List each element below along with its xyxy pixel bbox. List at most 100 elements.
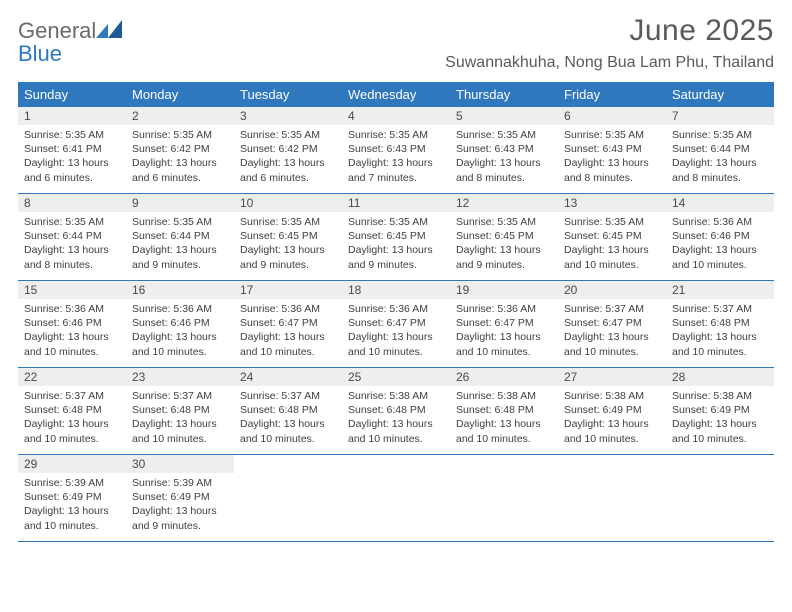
day-number-bar: 3 xyxy=(234,107,342,125)
sunrise-line: Sunrise: 5:38 AM xyxy=(348,389,444,403)
daylight-line: Daylight: 13 hours and 10 minutes. xyxy=(24,417,120,445)
day-number: 30 xyxy=(132,457,228,471)
weekday-header-row: Sunday Monday Tuesday Wednesday Thursday… xyxy=(18,82,774,107)
sunset-line: Sunset: 6:47 PM xyxy=(456,316,552,330)
daylight-line: Daylight: 13 hours and 6 minutes. xyxy=(132,156,228,184)
weekday-thursday: Thursday xyxy=(450,82,558,107)
sunrise-line: Sunrise: 5:35 AM xyxy=(132,128,228,142)
day-cell: 12Sunrise: 5:35 AMSunset: 6:45 PMDayligh… xyxy=(450,194,558,280)
sunrise-line: Sunrise: 5:35 AM xyxy=(456,215,552,229)
sunset-line: Sunset: 6:44 PM xyxy=(132,229,228,243)
day-cell: 28Sunrise: 5:38 AMSunset: 6:49 PMDayligh… xyxy=(666,368,774,454)
day-body: Sunrise: 5:35 AMSunset: 6:41 PMDaylight:… xyxy=(18,125,126,191)
day-number: 14 xyxy=(672,196,768,210)
sunrise-line: Sunrise: 5:35 AM xyxy=(456,128,552,142)
day-number: 9 xyxy=(132,196,228,210)
weekday-wednesday: Wednesday xyxy=(342,82,450,107)
logo-text-wrap: General Blue xyxy=(18,20,122,66)
day-number: 21 xyxy=(672,283,768,297)
day-body: Sunrise: 5:37 AMSunset: 6:48 PMDaylight:… xyxy=(18,386,126,452)
day-cell xyxy=(558,455,666,541)
day-number: 18 xyxy=(348,283,444,297)
day-number-bar: 22 xyxy=(18,368,126,386)
day-body: Sunrise: 5:35 AMSunset: 6:42 PMDaylight:… xyxy=(126,125,234,191)
day-body: Sunrise: 5:39 AMSunset: 6:49 PMDaylight:… xyxy=(18,473,126,539)
day-number-bar: 5 xyxy=(450,107,558,125)
day-cell: 15 Sunrise: 5:36 AMSunset: 6:46 PMDayligh… xyxy=(18,281,126,367)
day-cell: 3Sunrise: 5:35 AMSunset: 6:42 PMDaylight… xyxy=(234,107,342,193)
logo-text-blue: Blue xyxy=(18,41,62,66)
day-body: Sunrise: 5:38 AMSunset: 6:48 PMDaylight:… xyxy=(342,386,450,452)
header: General Blue June 2025 Suwannakhuha, Non… xyxy=(18,14,774,72)
day-number: 12 xyxy=(456,196,552,210)
logo-text-general: General xyxy=(18,18,96,43)
day-body: Sunrise: 5:36 AMSunset: 6:46 PMDaylight:… xyxy=(18,299,126,365)
day-cell: 16 Sunrise: 5:36 AMSunset: 6:46 PMDayligh… xyxy=(126,281,234,367)
day-number-bar: 12 xyxy=(450,194,558,212)
day-number-bar: 14 xyxy=(666,194,774,212)
day-number-bar: 4 xyxy=(342,107,450,125)
day-cell: 2Sunrise: 5:35 AMSunset: 6:42 PMDaylight… xyxy=(126,107,234,193)
daylight-line: Daylight: 13 hours and 10 minutes. xyxy=(564,417,660,445)
sunset-line: Sunset: 6:45 PM xyxy=(348,229,444,243)
day-cell: 6Sunrise: 5:35 AMSunset: 6:43 PMDaylight… xyxy=(558,107,666,193)
daylight-line: Daylight: 13 hours and 10 minutes. xyxy=(564,330,660,358)
sunset-line: Sunset: 6:45 PM xyxy=(456,229,552,243)
day-number-bar: 29 xyxy=(18,455,126,473)
sunset-line: Sunset: 6:43 PM xyxy=(564,142,660,156)
sunset-line: Sunset: 6:48 PM xyxy=(348,403,444,417)
sunrise-line: Sunrise: 5:38 AM xyxy=(672,389,768,403)
day-number-bar: 25 xyxy=(342,368,450,386)
day-body: Sunrise: 5:38 AMSunset: 6:48 PMDaylight:… xyxy=(450,386,558,452)
week-row: 22Sunrise: 5:37 AMSunset: 6:48 PMDayligh… xyxy=(18,368,774,455)
day-body: Sunrise: 5:37 AMSunset: 6:47 PMDaylight:… xyxy=(558,299,666,365)
day-body: Sunrise: 5:35 AMSunset: 6:44 PMDaylight:… xyxy=(666,125,774,191)
day-body: Sunrise: 5:36 AMSunset: 6:47 PMDaylight:… xyxy=(450,299,558,365)
daylight-line: Daylight: 13 hours and 10 minutes. xyxy=(348,417,444,445)
day-number-bar: 23 xyxy=(126,368,234,386)
weekday-sunday: Sunday xyxy=(18,82,126,107)
day-cell: 22Sunrise: 5:37 AMSunset: 6:48 PMDayligh… xyxy=(18,368,126,454)
day-cell: 18Sunrise: 5:36 AMSunset: 6:47 PMDayligh… xyxy=(342,281,450,367)
sunrise-line: Sunrise: 5:36 AM xyxy=(348,302,444,316)
weekday-saturday: Saturday xyxy=(666,82,774,107)
day-cell: 29 Sunrise: 5:39 AMSunset: 6:49 PMDayligh… xyxy=(18,455,126,541)
day-cell: 27Sunrise: 5:38 AMSunset: 6:49 PMDayligh… xyxy=(558,368,666,454)
sunrise-line: Sunrise: 5:35 AM xyxy=(564,215,660,229)
day-number-bar: 28 xyxy=(666,368,774,386)
day-body: Sunrise: 5:35 AMSunset: 6:44 PMDaylight:… xyxy=(126,212,234,278)
sunrise-line: Sunrise: 5:35 AM xyxy=(348,128,444,142)
day-number: 16 xyxy=(132,283,228,297)
day-number: 8 xyxy=(24,196,120,210)
weekday-tuesday: Tuesday xyxy=(234,82,342,107)
sunrise-line: Sunrise: 5:35 AM xyxy=(240,128,336,142)
day-number: 11 xyxy=(348,196,444,210)
day-body: Sunrise: 5:36 AMSunset: 6:46 PMDaylight:… xyxy=(126,299,234,365)
sunset-line: Sunset: 6:48 PM xyxy=(672,316,768,330)
sunrise-line: Sunrise: 5:38 AM xyxy=(456,389,552,403)
sunset-line: Sunset: 6:49 PM xyxy=(24,490,120,504)
sunset-line: Sunset: 6:48 PM xyxy=(132,403,228,417)
day-cell: 4Sunrise: 5:35 AMSunset: 6:43 PMDaylight… xyxy=(342,107,450,193)
daylight-line: Daylight: 13 hours and 10 minutes. xyxy=(240,417,336,445)
day-number: 29 xyxy=(24,457,120,471)
daylight-line: Daylight: 13 hours and 10 minutes. xyxy=(564,243,660,271)
sunset-line: Sunset: 6:48 PM xyxy=(24,403,120,417)
day-cell: 24Sunrise: 5:37 AMSunset: 6:48 PMDayligh… xyxy=(234,368,342,454)
day-number: 15 xyxy=(24,283,120,297)
sunrise-line: Sunrise: 5:37 AM xyxy=(24,389,120,403)
daylight-line: Daylight: 13 hours and 9 minutes. xyxy=(240,243,336,271)
day-body: Sunrise: 5:38 AMSunset: 6:49 PMDaylight:… xyxy=(666,386,774,452)
daylight-line: Daylight: 13 hours and 9 minutes. xyxy=(132,243,228,271)
day-body: Sunrise: 5:38 AMSunset: 6:49 PMDaylight:… xyxy=(558,386,666,452)
sunrise-line: Sunrise: 5:36 AM xyxy=(24,302,120,316)
day-number-bar: 20 xyxy=(558,281,666,299)
day-body: Sunrise: 5:37 AMSunset: 6:48 PMDaylight:… xyxy=(126,386,234,452)
daylight-line: Daylight: 13 hours and 6 minutes. xyxy=(240,156,336,184)
sunrise-line: Sunrise: 5:36 AM xyxy=(240,302,336,316)
day-body: Sunrise: 5:35 AMSunset: 6:43 PMDaylight:… xyxy=(342,125,450,191)
day-body: Sunrise: 5:36 AMSunset: 6:47 PMDaylight:… xyxy=(234,299,342,365)
daylight-line: Daylight: 13 hours and 8 minutes. xyxy=(672,156,768,184)
day-number-bar: 8 xyxy=(18,194,126,212)
day-body: Sunrise: 5:37 AMSunset: 6:48 PMDaylight:… xyxy=(234,386,342,452)
